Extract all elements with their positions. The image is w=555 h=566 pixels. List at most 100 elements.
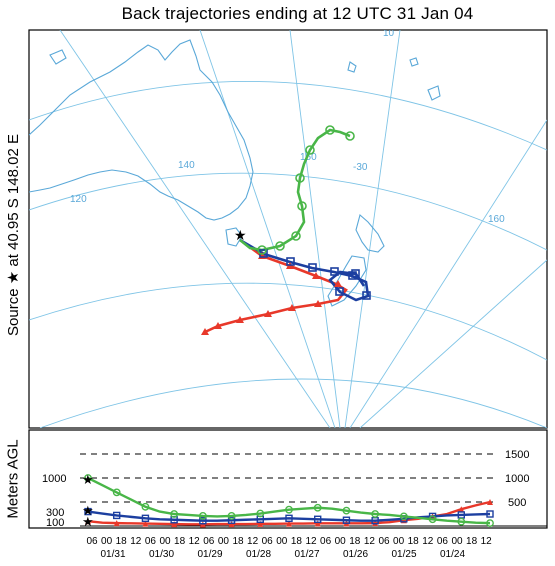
left-axis-label: 100 [46,517,64,529]
start-star-icon: ★ [82,514,94,529]
green-height-marker [170,510,179,518]
blue-height-marker [285,514,293,523]
meridian-line [199,30,336,428]
hour-tick-labels: 06 00 18 12 06 00 18 12 06 00 18 12 06 00 18 12 06 00 18 12… [86,536,492,547]
green-height-marker [399,512,408,521]
grid-label: 150 [300,152,317,163]
hour-tick-label: 18 [232,536,244,547]
hour-tick-label: 12 [422,536,434,547]
green-height-marker [227,512,236,520]
hour-tick-label: 06 [378,536,390,547]
latitude-line [29,172,547,251]
hour-tick-label: 00 [451,536,463,547]
green-height-marker [428,515,437,524]
right-axis-label: 1000 [505,473,529,485]
blue-height-marker [342,516,351,524]
grid-label: 10 [383,28,395,39]
right-axis-label: 1500 [505,449,529,461]
meridian-line [359,259,547,428]
green-height-marker [285,505,293,514]
blue-height-marker [486,510,494,518]
green-height-marker [256,509,265,518]
green-height-marker [198,512,207,520]
right-axis-label: 500 [508,497,526,509]
grid-label: 120 [70,194,87,205]
hour-tick-label: 12 [247,536,259,547]
hour-tick-label: 12 [305,536,317,547]
hour-tick-label: 18 [466,536,478,547]
island-coastline [427,85,441,101]
start-star-icon: ★ [82,503,94,518]
hour-tick-label: 18 [349,536,361,547]
hour-tick-label: 12 [364,536,376,547]
blue-height-marker [314,515,322,523]
hour-tick-label: 06 [262,536,274,547]
date-tick-label: 01/29 [197,549,222,560]
hour-tick-label: 00 [276,536,288,547]
hour-tick-label: 06 [320,536,332,547]
date-tick-labels: 01/31 01/30 01/29 01/28 01/27 01/26 01/25 01/24 [100,549,465,560]
blue-height-line [87,510,491,522]
grid-label: 160 [488,214,505,225]
meridian-line [344,30,401,428]
left-axis-label: 1000 [42,473,66,485]
source-star-icon: ★ [234,227,247,243]
hour-tick-label: 00 [101,536,113,547]
hour-tick-label: 18 [174,536,186,547]
island-coastline [409,57,419,67]
hour-tick-label: 00 [218,536,230,547]
blue-height-marker [227,516,236,524]
meridian-line [349,119,547,428]
date-tick-label: 01/24 [440,549,465,560]
green-trajectory-path [239,128,351,252]
green-height-marker [342,506,351,515]
map-frame [28,29,548,429]
green-height-marker [84,474,92,482]
red-height-marker [458,506,465,513]
latitude-line [29,282,547,361]
island-coastline [347,61,357,73]
red-height-marker [113,520,120,527]
green-height-marker [486,519,494,528]
tasmania-coastline [225,227,243,247]
green-height-marker [457,517,466,526]
blue-trajectory-markers [259,249,371,300]
green-height-marker [112,488,121,497]
green-height-line [87,476,491,525]
blue-height-marker [113,511,121,520]
date-tick-label: 01/27 [294,549,319,560]
green-height-marker [313,503,322,512]
map-area: 10 140 150 120 -30 160 [29,28,547,428]
hour-tick-label: 00 [159,536,171,547]
blue-height-marker [141,514,150,523]
chart-title: Back trajectories ending at 12 UTC 31 Ja… [121,4,474,23]
red-height-marker [85,518,91,525]
date-tick-label: 01/28 [246,549,271,560]
hour-tick-label: 18 [408,536,420,547]
red-height-marker [286,520,292,527]
hour-tick-label: 12 [130,536,142,547]
grid-label: 140 [178,160,195,171]
hour-tick-label: 06 [86,536,98,547]
red-trajectory-markers [201,252,342,335]
meridian-line [289,30,341,428]
red-height-marker [314,520,321,527]
red-height-marker [171,521,178,528]
grid-label: -30 [353,162,368,173]
green-height-marker [371,510,380,518]
hour-tick-label: 06 [437,536,449,547]
island-coastline [49,49,67,65]
latitude-line [39,378,547,428]
hour-tick-label: 06 [203,536,215,547]
hour-tick-label: 12 [189,536,201,547]
height-panel-series [84,474,494,528]
red-height-marker [142,520,149,527]
date-tick-label: 01/31 [100,549,125,560]
date-tick-label: 01/25 [391,549,416,560]
left-axis-label: 300 [46,507,64,519]
hour-tick-label: 18 [116,536,128,547]
blue-height-marker [199,517,207,525]
red-height-marker [487,499,493,505]
date-tick-label: 01/30 [149,549,174,560]
